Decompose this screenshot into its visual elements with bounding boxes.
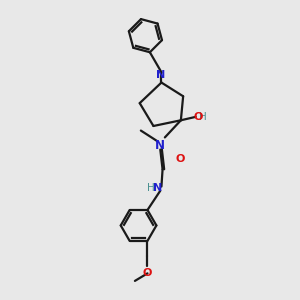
Text: H: H: [199, 112, 207, 122]
Text: H: H: [147, 183, 155, 193]
Text: O: O: [175, 154, 184, 164]
Text: O: O: [194, 112, 203, 122]
Text: N: N: [156, 70, 165, 80]
Text: O: O: [143, 268, 152, 278]
Text: N: N: [155, 139, 165, 152]
Text: N: N: [153, 183, 163, 193]
